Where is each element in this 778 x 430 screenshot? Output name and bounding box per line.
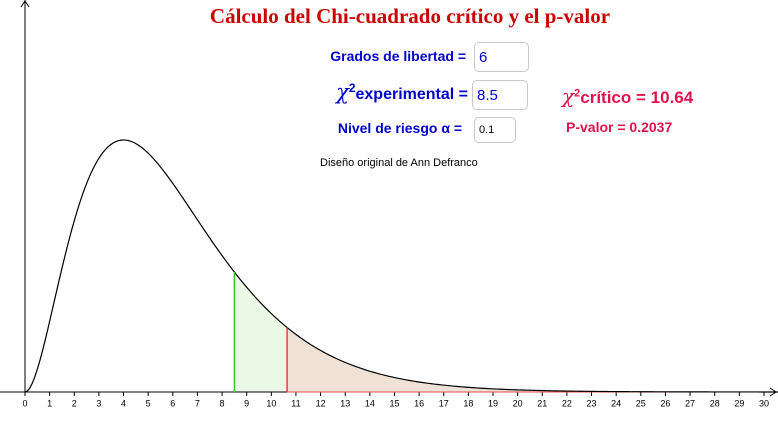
- experimental-label: χ2experimental =: [336, 80, 468, 104]
- x-tick-label: 1: [47, 398, 52, 408]
- critical-value: 10.64: [650, 88, 694, 107]
- x-tick-label: 8: [220, 398, 225, 408]
- critical-region: [287, 327, 778, 392]
- x-tick-label: 13: [340, 398, 350, 408]
- x-tick-label: 18: [463, 398, 473, 408]
- x-tick-label: 15: [389, 398, 399, 408]
- x-tick-label: 30: [759, 398, 769, 408]
- p-value-text: P-valor = 0.2037: [566, 119, 672, 135]
- x-tick-label: 10: [266, 398, 276, 408]
- x-tick-label: 17: [439, 398, 449, 408]
- x-tick-label: 3: [96, 398, 101, 408]
- alpha-label: Nivel de riesgo α =: [337, 120, 462, 136]
- exponent: 2: [348, 81, 356, 95]
- title: Cálculo del Chi-cuadrado crítico y el p-…: [209, 4, 611, 28]
- x-tick-label: 5: [146, 398, 151, 408]
- x-tick-label: 2: [72, 398, 77, 408]
- label-text: crítico =: [580, 88, 646, 107]
- x-tick-label: 9: [244, 398, 249, 408]
- x-tick-label: 21: [537, 398, 547, 408]
- label-text: experimental =: [355, 86, 469, 103]
- df-label: Grados de libertad =: [330, 48, 466, 64]
- x-tick-label: 12: [316, 398, 326, 408]
- experimental-input[interactable]: 8.5: [472, 80, 528, 110]
- x-tick-label: 19: [488, 398, 498, 408]
- credit: Diseño original de Ann Defranco: [320, 157, 478, 169]
- x-tick-label: 7: [195, 398, 200, 408]
- df-input[interactable]: 6: [474, 42, 529, 72]
- x-tick-label: 6: [170, 398, 175, 408]
- x-tick-label: 25: [636, 398, 646, 408]
- x-tick-label: 27: [685, 398, 695, 408]
- experimental-region: [234, 272, 288, 392]
- chi-symbol: χ: [562, 84, 575, 108]
- x-tick-label: 11: [291, 398, 300, 408]
- x-tick-label: 26: [660, 398, 670, 408]
- x-tick-label: 16: [414, 398, 424, 408]
- label-text: P-valor =: [566, 119, 626, 135]
- exponent: 2: [574, 87, 581, 100]
- x-tick-label: 0: [22, 398, 27, 408]
- x-tick-label: 4: [121, 398, 126, 408]
- x-tick-label: 23: [587, 398, 597, 408]
- y-axis-arrow: [20, 0, 30, 8]
- x-tick-label: 20: [513, 398, 523, 408]
- x-tick-label: 22: [562, 398, 572, 408]
- x-tick-label: 28: [710, 398, 720, 408]
- x-tick-label: 29: [734, 398, 744, 408]
- alpha-input[interactable]: 0.1: [474, 117, 516, 143]
- x-tick-label: 24: [611, 398, 621, 408]
- p-value: 0.2037: [629, 119, 673, 135]
- critical-text: χ2crítico = 10.64: [562, 84, 693, 108]
- density-curve: [24, 139, 778, 393]
- x-tick-label: 14: [365, 398, 375, 408]
- chi-symbol: χ: [336, 80, 349, 104]
